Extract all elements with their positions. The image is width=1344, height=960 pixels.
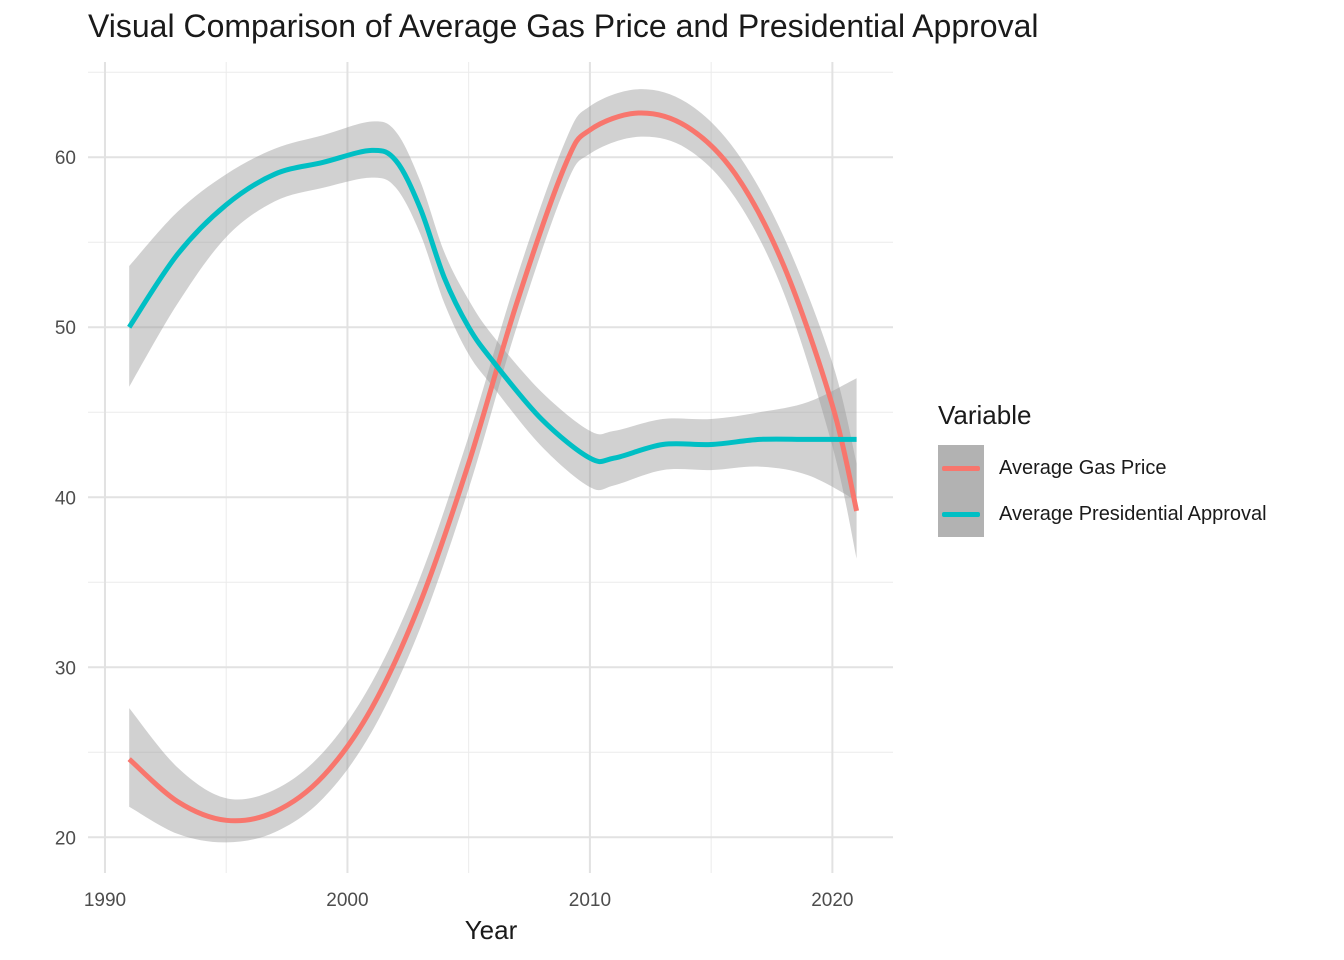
x-tick-label: 2020 <box>811 890 853 911</box>
legend-key-gas-price <box>938 445 984 491</box>
grid-lines <box>88 62 893 873</box>
legend-title: Variable <box>938 400 1032 430</box>
x-tick-label: 2000 <box>326 890 368 911</box>
legend-item-presidential-approval: Average Presidential Approval <box>938 491 1267 537</box>
series-line-average-presidential-approval <box>127 147 857 465</box>
legend-label-gas-price: Average Gas Price <box>999 456 1167 479</box>
legend: Variable Average Gas Price Average Presi… <box>938 400 1267 537</box>
x-tick-label: 2010 <box>569 890 611 911</box>
y-tick-label: 40 <box>55 488 76 509</box>
series-line-average-gas-price <box>127 110 860 824</box>
legend-item-gas-price: Average Gas Price <box>938 445 1267 491</box>
legend-swatch-presidential-approval <box>942 512 980 517</box>
y-tick-label: 30 <box>55 658 76 679</box>
confidence-band-average-presidential-approval <box>129 121 857 501</box>
confidence-bands <box>129 89 857 843</box>
chart-title: Visual Comparison of Average Gas Price a… <box>88 8 1039 44</box>
legend-label-presidential-approval: Average Presidential Approval <box>999 502 1267 525</box>
y-tick-label: 60 <box>55 148 76 169</box>
legend-key-presidential-approval <box>938 491 984 537</box>
x-axis-title: Year <box>465 915 518 945</box>
y-tick-label: 20 <box>55 828 76 849</box>
series-lines <box>127 110 860 824</box>
x-tick-label: 1990 <box>84 890 126 911</box>
legend-swatch-gas-price <box>942 466 980 471</box>
y-tick-label: 50 <box>55 318 76 339</box>
